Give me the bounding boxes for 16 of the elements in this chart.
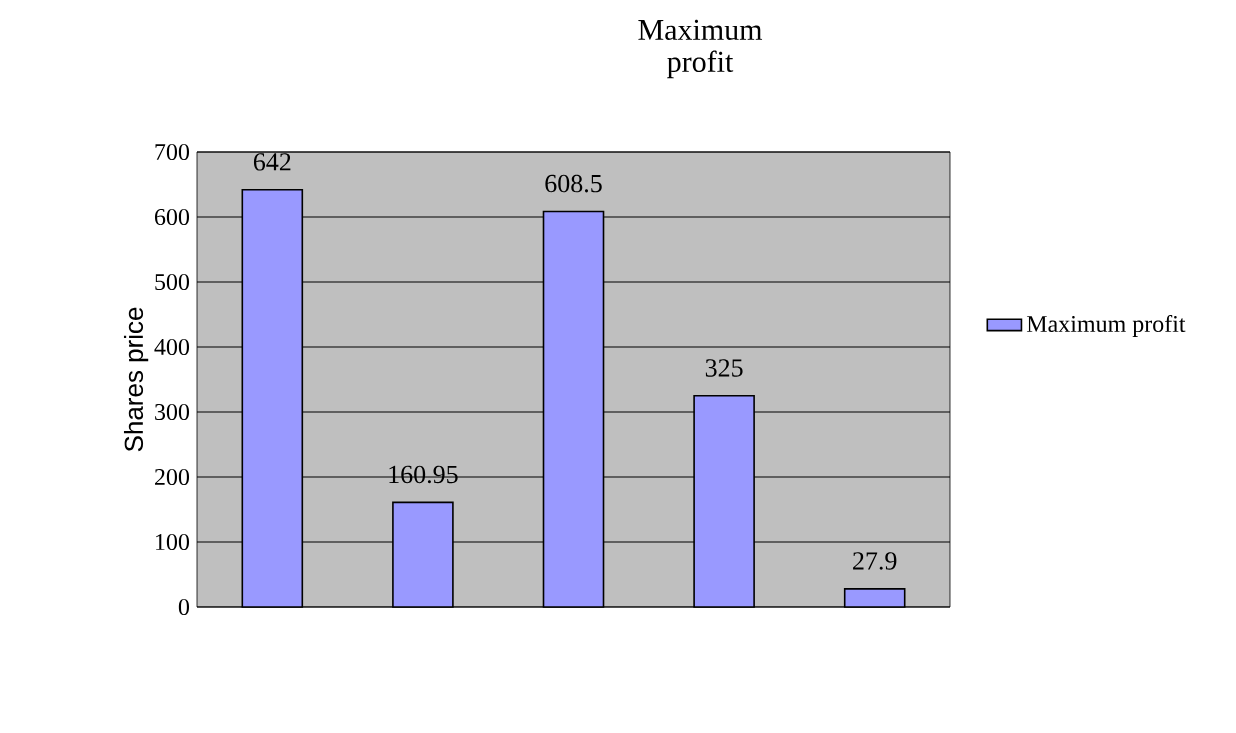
y-tick-label: 0 (178, 598, 190, 616)
data-label: 608.5 (545, 174, 602, 193)
y-tick-label: 400 (154, 338, 190, 356)
data-label: 27.9 (853, 552, 897, 570)
data-label: 642 (253, 153, 291, 171)
y-tick-label: 200 (155, 468, 190, 486)
data-label: 160.95 (389, 465, 458, 484)
chart-title: Maximum profit (638, 19, 763, 79)
y-tick-label: 500 (155, 273, 190, 291)
y-axis-title: Shares price (123, 307, 149, 452)
y-tick-label: 300 (155, 403, 190, 421)
y-tick-label: 600 (154, 208, 190, 226)
y-tick-label: 700 (155, 143, 190, 161)
legend-label: Maximum profit (1026, 314, 1186, 337)
y-tick-label: 100 (156, 533, 190, 551)
data-label: 325 (705, 359, 743, 377)
